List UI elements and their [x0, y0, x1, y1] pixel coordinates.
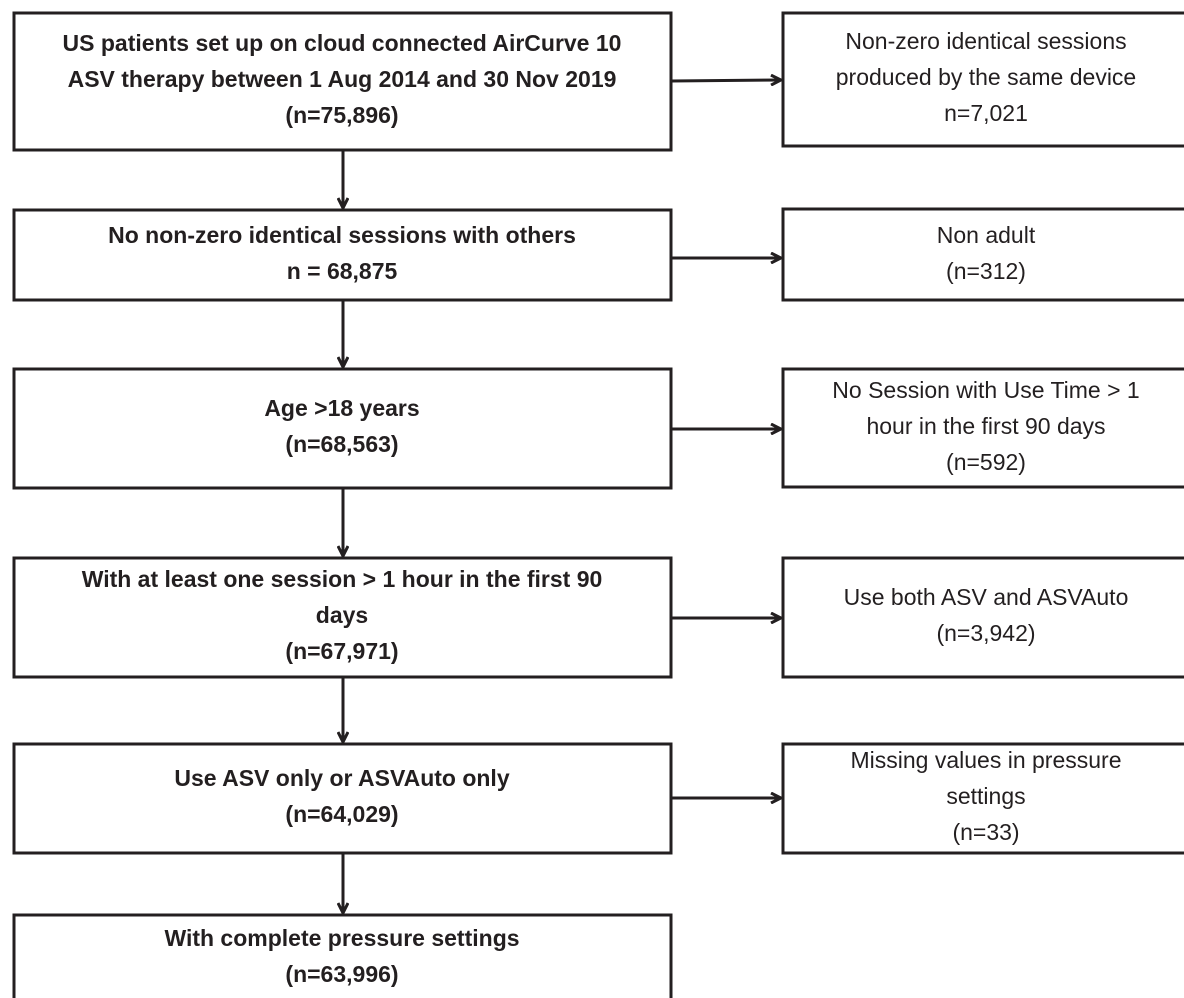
arrow: [670, 80, 781, 81]
main-box: [12, 11, 673, 152]
main-box: [12, 208, 673, 302]
side-box-text: (n=312): [946, 258, 1026, 284]
side-box-text: Non-zero identical sessions: [845, 28, 1126, 54]
side-box-text: settings: [946, 783, 1025, 809]
side-box-text: Non adult: [937, 222, 1036, 248]
side-box: [781, 556, 1184, 679]
main-box-text: (n=64,029): [285, 801, 398, 827]
main-box-text: days: [316, 602, 368, 628]
side-box-text: Missing values in pressure: [850, 747, 1121, 773]
side-box-text: n=7,021: [944, 100, 1028, 126]
main-box-text: (n=75,896): [285, 102, 398, 128]
side-box-text: (n=33): [952, 819, 1019, 845]
side-box-text: (n=592): [946, 449, 1026, 475]
main-box: [12, 742, 673, 855]
main-box-text: With complete pressure settings: [164, 925, 519, 951]
side-box-text: hour in the first 90 days: [866, 413, 1105, 439]
main-box: [12, 367, 673, 490]
main-box: [12, 913, 673, 998]
main-box-text: US patients set up on cloud connected Ai…: [63, 30, 622, 56]
side-box: [781, 207, 1184, 302]
main-box-text: No non-zero identical sessions with othe…: [108, 222, 576, 248]
main-box-text: ASV therapy between 1 Aug 2014 and 30 No…: [68, 66, 617, 92]
side-box: [781, 367, 1184, 489]
side-box-text: No Session with Use Time > 1: [832, 377, 1139, 403]
main-box-text: (n=67,971): [285, 638, 398, 664]
main-box-text: (n=68,563): [285, 431, 398, 457]
main-box-text: With at least one session > 1 hour in th…: [82, 566, 603, 592]
main-box: [12, 556, 673, 679]
side-box: [781, 742, 1184, 855]
main-box-text: Use ASV only or ASVAuto only: [174, 765, 509, 791]
main-box-text: n = 68,875: [287, 258, 398, 284]
side-box: [781, 11, 1184, 148]
main-box-text: (n=63,996): [285, 961, 398, 987]
side-box-text: produced by the same device: [836, 64, 1136, 90]
side-box-text: Use both ASV and ASVAuto: [844, 584, 1129, 610]
side-box-text: (n=3,942): [936, 620, 1035, 646]
main-box-text: Age >18 years: [264, 395, 419, 421]
